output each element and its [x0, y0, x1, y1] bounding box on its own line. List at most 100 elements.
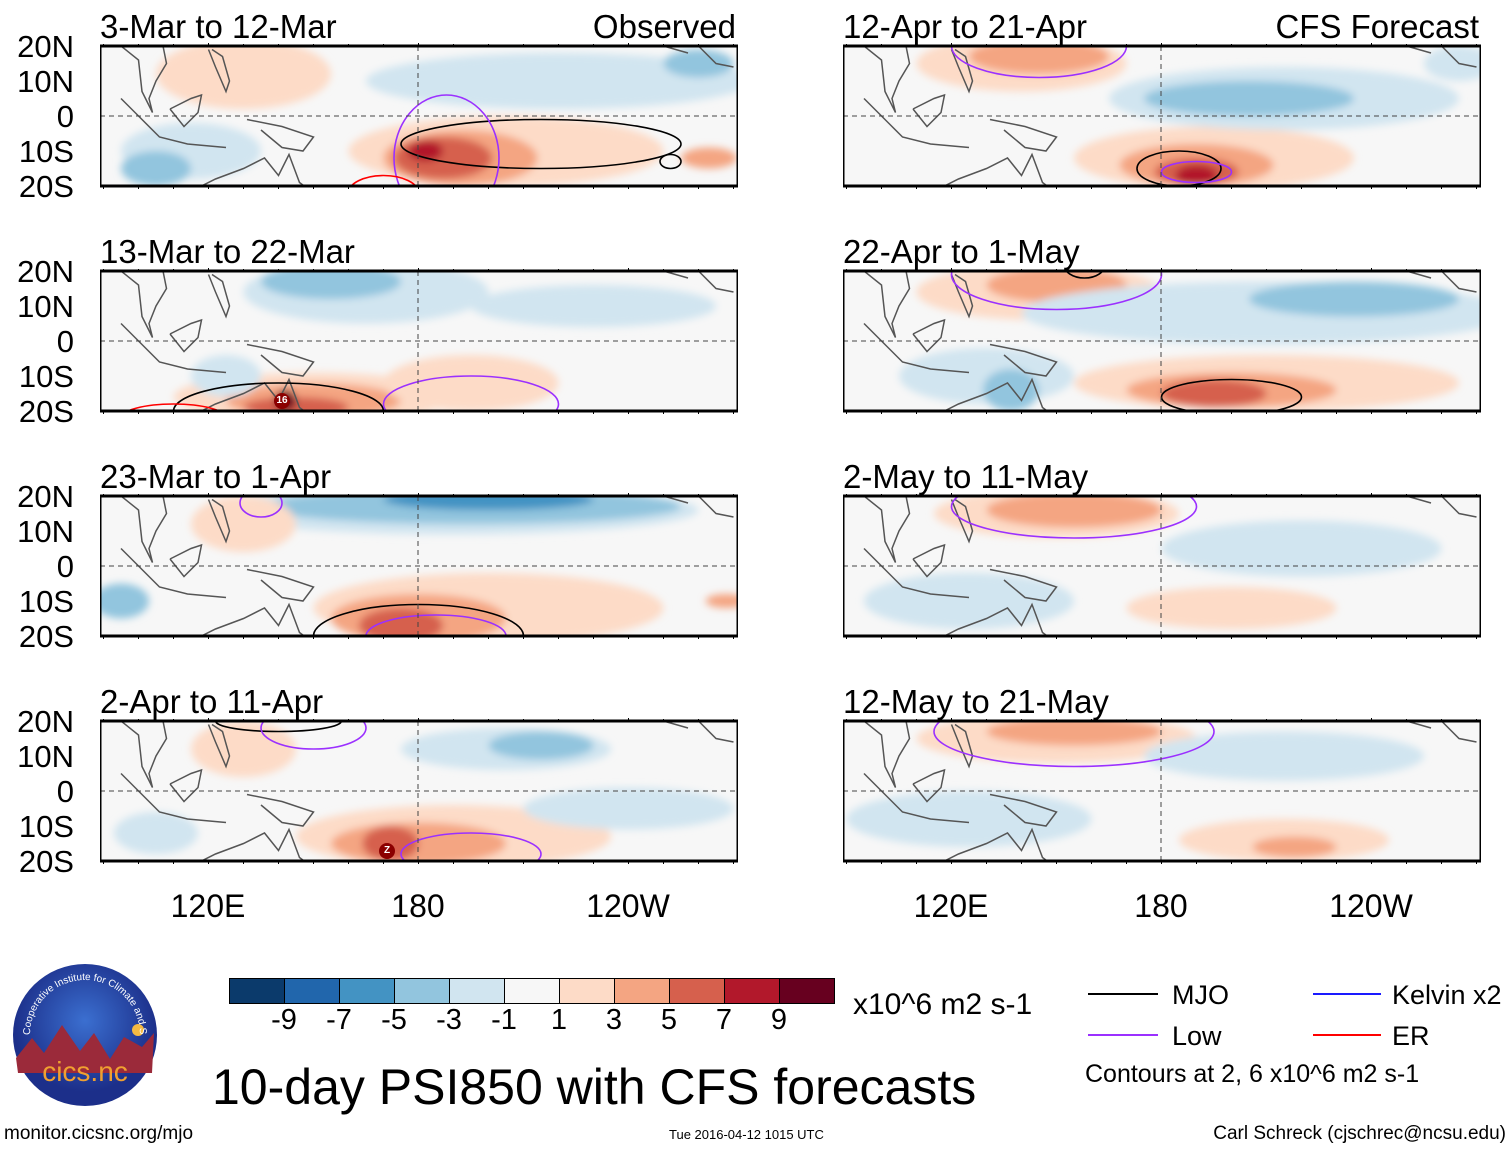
coastline — [950, 48, 974, 94]
figure-title: 10-day PSI850 with CFS forecasts — [212, 1059, 977, 1115]
contour — [214, 721, 343, 733]
colorbar-swatch — [285, 979, 340, 1003]
anomaly-region — [191, 355, 261, 397]
panel-title: 23-Mar to 1-Apr — [100, 458, 332, 495]
contour — [400, 832, 542, 861]
coastline — [863, 46, 911, 113]
lat-label: 20S — [18, 844, 74, 879]
coastline — [120, 496, 168, 563]
anomaly-region — [488, 731, 594, 760]
coastline — [246, 793, 315, 827]
colorbar-swatch — [615, 979, 670, 1003]
coastline — [863, 547, 970, 599]
panel-title: 22-Apr to 1-May — [843, 233, 1080, 270]
legend: MJO Kelvin x2 Low ER Contours at 2, 6 x1… — [1085, 978, 1505, 1098]
legend-line-er — [1313, 1034, 1381, 1036]
coastline — [912, 318, 946, 353]
coastline — [120, 772, 227, 824]
lat-label: 20N — [17, 29, 74, 64]
anomaly-region — [261, 271, 401, 299]
coastline — [942, 827, 1049, 861]
legend-label-low: Low — [1172, 1021, 1222, 1051]
anomaly-region — [1161, 379, 1267, 408]
colorbar-swatch — [230, 979, 285, 1003]
coastline — [169, 318, 203, 353]
legend-line-kelvin — [1313, 993, 1381, 995]
anomaly-region — [681, 147, 737, 169]
anomaly-region — [114, 812, 198, 854]
coastline — [697, 721, 734, 743]
contour — [1065, 271, 1104, 279]
map-panel — [843, 43, 1481, 189]
coastline — [199, 827, 306, 861]
lat-label: 10S — [18, 809, 74, 844]
anomaly-region — [394, 137, 492, 179]
contour — [350, 174, 417, 186]
tc-marker: 16 — [274, 392, 290, 409]
anomaly-region — [846, 791, 1092, 847]
footer-timestamp: Tue 2016-04-12 1015 UTC — [669, 1127, 824, 1142]
contour — [659, 153, 682, 170]
legend-line-low — [1088, 1034, 1158, 1036]
logo-text: cics.nc — [42, 1056, 128, 1087]
coastline — [989, 793, 1058, 827]
anomaly-region — [983, 369, 1039, 411]
contour — [950, 496, 1198, 539]
coastline — [942, 602, 1049, 636]
coastline — [199, 152, 306, 186]
colorbar-swatch — [340, 979, 395, 1003]
lat-label: 20N — [17, 479, 74, 514]
lat-label: 20N — [17, 704, 74, 739]
anomaly-region — [1424, 46, 1481, 81]
coastline — [246, 343, 315, 377]
colorbar-swatch — [560, 979, 615, 1003]
anomaly-region — [121, 151, 191, 186]
footer-url[interactable]: monitor.cicsnc.org/mjo — [4, 1123, 194, 1144]
contour — [365, 614, 507, 636]
lat-label: 20S — [18, 394, 74, 429]
coastline — [912, 768, 946, 803]
coastline — [863, 97, 970, 149]
anomaly-region — [156, 46, 331, 109]
coastline — [989, 568, 1058, 602]
anomaly-region — [1249, 281, 1459, 317]
anomaly-region — [523, 787, 734, 830]
coastline — [912, 543, 946, 578]
map-panel — [100, 718, 738, 864]
coastline — [863, 271, 911, 338]
lon-label: 120E — [913, 888, 989, 924]
lat-label: 0 — [56, 324, 74, 359]
legend-label-er: ER — [1392, 1021, 1430, 1051]
colorbar-tick-label: -3 — [436, 1004, 462, 1036]
coastline — [989, 118, 1058, 152]
colorbar-swatch — [670, 979, 725, 1003]
anomaly-region — [1252, 836, 1337, 858]
contour — [933, 721, 1215, 768]
colorbar-tick-label: 9 — [770, 1004, 788, 1036]
coastline — [1440, 271, 1477, 293]
coastline — [697, 496, 734, 518]
contour — [126, 403, 221, 411]
lat-label: 10S — [18, 584, 74, 619]
panel-title: 2-Apr to 11-Apr — [100, 683, 324, 720]
lat-label: 10S — [18, 359, 74, 394]
lat-label: 0 — [56, 99, 74, 134]
coastline — [863, 322, 970, 374]
panel-title: 12-Apr to 21-Apr — [843, 8, 1087, 45]
anomaly-region — [969, 46, 1109, 74]
colorbar-swatch — [780, 979, 834, 1003]
coastline — [697, 271, 734, 293]
anomaly-region — [1161, 520, 1442, 577]
coastline — [950, 498, 974, 544]
coastline — [942, 152, 1049, 186]
lat-label: 0 — [56, 774, 74, 809]
colorbar-tick-label: -7 — [326, 1004, 352, 1036]
coastline — [120, 721, 168, 788]
coastline — [207, 723, 231, 769]
coastline — [246, 568, 315, 602]
colorbar-tick-label: 5 — [660, 1004, 678, 1036]
anomaly-region — [986, 496, 1162, 528]
anomaly-region — [986, 721, 1162, 746]
legend-label-kelvin: Kelvin x2 — [1392, 980, 1502, 1010]
contour — [239, 496, 283, 518]
